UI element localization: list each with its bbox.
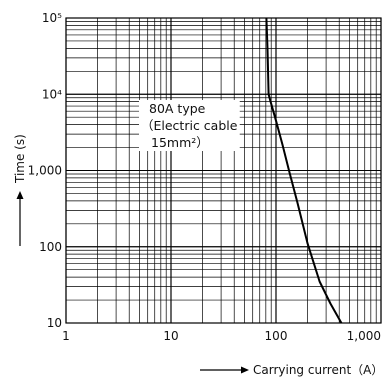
x-axis-title: Carrying current（A） bbox=[200, 363, 383, 377]
series-layer bbox=[265, 17, 343, 324]
y-tick-label: 10 bbox=[47, 316, 62, 330]
x-axis-arrow-head bbox=[241, 366, 249, 374]
y-tick-labels: 10 100 1,000 10⁴ 10⁵ bbox=[28, 11, 63, 330]
y-axis-label: Time (s) bbox=[13, 134, 27, 184]
y-tick-label: 10⁵ bbox=[42, 11, 62, 25]
y-tick-label: 1,000 bbox=[28, 164, 62, 178]
y-tick-label: 100 bbox=[39, 240, 62, 254]
annotation-line-1: 80A type bbox=[149, 101, 206, 116]
x-tick-label: 100 bbox=[265, 329, 288, 343]
y-tick-label: 10⁴ bbox=[42, 87, 62, 101]
series-line bbox=[265, 17, 343, 324]
y-axis-title: Time (s) bbox=[13, 134, 27, 246]
x-tick-labels: 1 10 100 1,000 bbox=[62, 329, 381, 343]
x-tick-label: 1 bbox=[62, 329, 70, 343]
grid bbox=[65, 17, 382, 324]
x-tick-label: 1,000 bbox=[347, 329, 381, 343]
annotation-line-2: （Electric cable bbox=[141, 118, 238, 133]
curve-annotation: 80A type （Electric cable 15mm²） bbox=[139, 100, 240, 151]
annotation-line-3: 15mm²） bbox=[151, 135, 209, 150]
plot-frame bbox=[65, 17, 382, 324]
y-axis-arrow-head bbox=[16, 191, 24, 199]
x-axis-label: Carrying current（A） bbox=[253, 363, 383, 377]
x-tick-label: 10 bbox=[163, 329, 178, 343]
annotation-background bbox=[139, 100, 240, 151]
